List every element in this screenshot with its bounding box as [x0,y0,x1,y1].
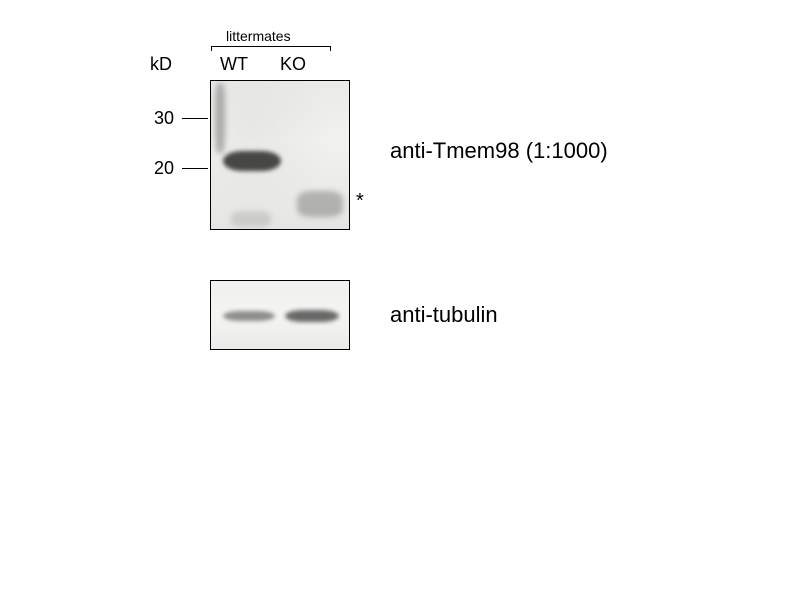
western-blot-figure: littermates kD WT KO 30 20 * anti-Tmem98… [80,60,720,540]
littermates-bracket [211,46,331,51]
blot1-band-wt [223,151,281,171]
blot-tubulin [210,280,350,350]
kd-unit-label: kD [150,54,172,75]
mw-marker-30: 30 [148,108,174,129]
blot-tmem98 [210,80,350,230]
mw-marker-20: 20 [148,158,174,179]
blot1-smear-ko [297,191,343,217]
blot1-smear-edge [215,83,225,153]
blot1-smear-bottom [231,211,271,227]
mw-tick-20 [182,168,208,169]
blot2-band-wt [223,311,275,321]
antibody-tmem98-label: anti-Tmem98 (1:1000) [390,138,608,164]
lane-label-wt: WT [220,54,248,75]
asterisk-nonspecific: * [356,190,364,213]
antibody-tubulin-label: anti-tubulin [390,302,498,328]
littermates-label: littermates [226,28,291,44]
mw-tick-30 [182,118,208,119]
lane-label-ko: KO [280,54,306,75]
blot2-band-ko [285,310,339,322]
